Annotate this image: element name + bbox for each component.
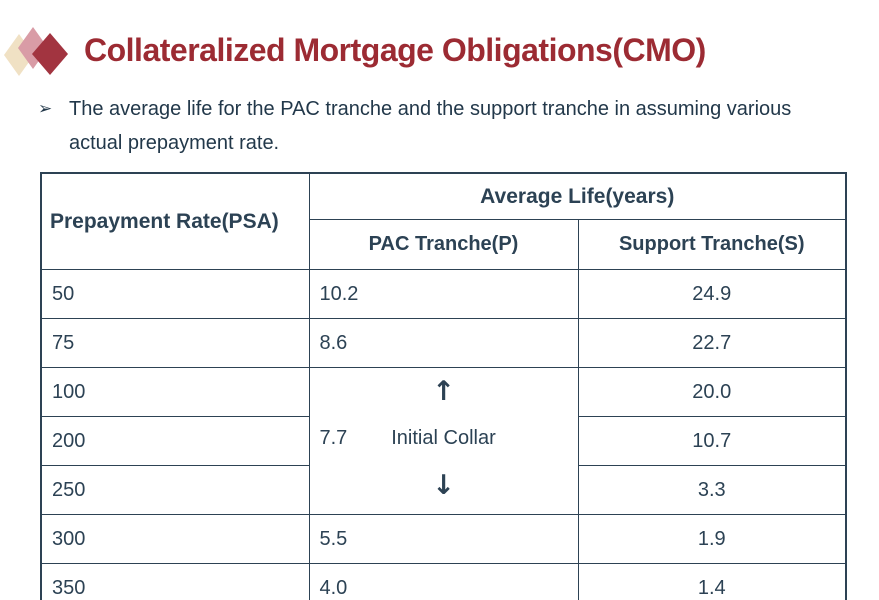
support-cell: 1.9 bbox=[577, 514, 847, 564]
psa-cell: 250 bbox=[40, 465, 310, 515]
support-cell: 3.3 bbox=[577, 465, 847, 515]
table-header-row-2: PAC Tranche(P) Support Tranche(S) bbox=[41, 219, 847, 270]
table-row: 350 4.0 1.4 bbox=[40, 563, 847, 600]
table-row: 100 ↑ 7.7 Initial Collar ↓ bbox=[40, 367, 847, 515]
average-life-group-header: Average Life(years) bbox=[308, 172, 847, 220]
up-arrow-icon: ↑ bbox=[432, 376, 455, 407]
triple-diamond-icon bbox=[4, 27, 68, 76]
bullet-item: ➢ The average life for the PAC tranche a… bbox=[38, 92, 838, 160]
bullet-text: The average life for the PAC tranche and… bbox=[69, 98, 792, 154]
diamond-red bbox=[32, 33, 68, 75]
table-row: 75 8.6 22.7 bbox=[40, 318, 847, 368]
table-row: 200 10.7 bbox=[40, 416, 847, 466]
pac-merged-value: 7.7 bbox=[319, 427, 348, 449]
psa-cell: 50 bbox=[40, 269, 310, 319]
support-cell: 24.9 bbox=[577, 269, 847, 319]
table-row: 300 5.5 1.9 bbox=[40, 514, 847, 564]
pac-cell: 4.0 bbox=[308, 563, 579, 600]
initial-collar-cell: ↑ 7.7 Initial Collar ↓ bbox=[308, 367, 579, 515]
psa-cell: 300 bbox=[40, 514, 310, 564]
support-cell: 20.0 bbox=[577, 367, 847, 417]
down-arrow-icon: ↓ bbox=[432, 470, 455, 501]
average-life-table: Prepayment Rate(PSA) Average Life(years)… bbox=[40, 172, 847, 600]
initial-collar-label: Initial Collar bbox=[391, 427, 496, 449]
table-row: 50 10.2 24.9 bbox=[40, 269, 847, 319]
pac-cell: 5.5 bbox=[308, 514, 579, 564]
pac-cell: 10.2 bbox=[308, 269, 579, 319]
support-cell: 10.7 bbox=[577, 416, 847, 466]
table-row: 250 3.3 bbox=[40, 465, 847, 515]
support-cell: 1.4 bbox=[577, 563, 847, 600]
psa-cell: 75 bbox=[40, 318, 310, 368]
psa-cell: 100 bbox=[40, 367, 310, 417]
bullet-arrow-icon: ➢ bbox=[38, 99, 53, 118]
pac-tranche-header: PAC Tranche(P) bbox=[308, 219, 579, 270]
prepayment-rate-header: Prepayment Rate(PSA) bbox=[40, 172, 310, 270]
psa-cell: 350 bbox=[40, 563, 310, 600]
support-cell: 22.7 bbox=[577, 318, 847, 368]
psa-cell: 200 bbox=[40, 416, 310, 466]
support-tranche-header: Support Tranche(S) bbox=[577, 219, 847, 270]
pac-cell: 8.6 bbox=[308, 318, 579, 368]
table-header-row-1: Prepayment Rate(PSA) Average Life(years) bbox=[40, 172, 847, 270]
page-title: Collateralized Mortgage Obligations(CMO) bbox=[84, 32, 706, 68]
